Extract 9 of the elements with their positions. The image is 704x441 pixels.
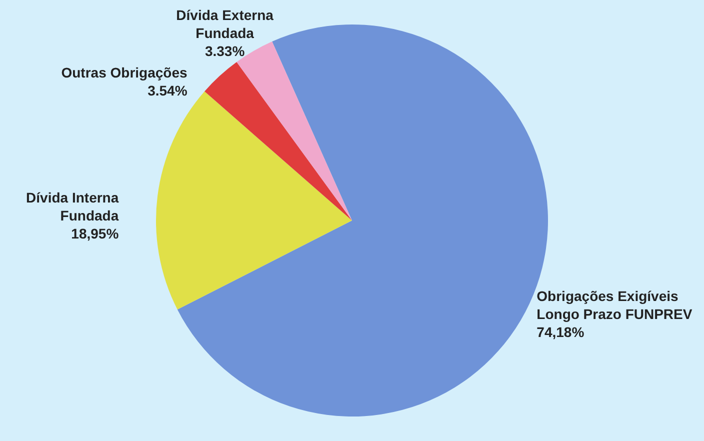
data-label: 18,95%: [71, 225, 120, 242]
pie-slice: [204, 62, 352, 220]
slice-label: Dívida Interna Fundada: [26, 189, 119, 224]
data-label: 3.54%: [148, 82, 188, 99]
slice-label: Obrigações Exigíveis Longo Prazo FUNPREV: [536, 288, 693, 322]
slice-label: Outras Obrigações: [61, 64, 188, 81]
data-label: 74,18%: [536, 324, 585, 340]
data-label: 3.33%: [204, 43, 246, 60]
slice-label: Dívida Externa Fundada: [176, 7, 274, 42]
